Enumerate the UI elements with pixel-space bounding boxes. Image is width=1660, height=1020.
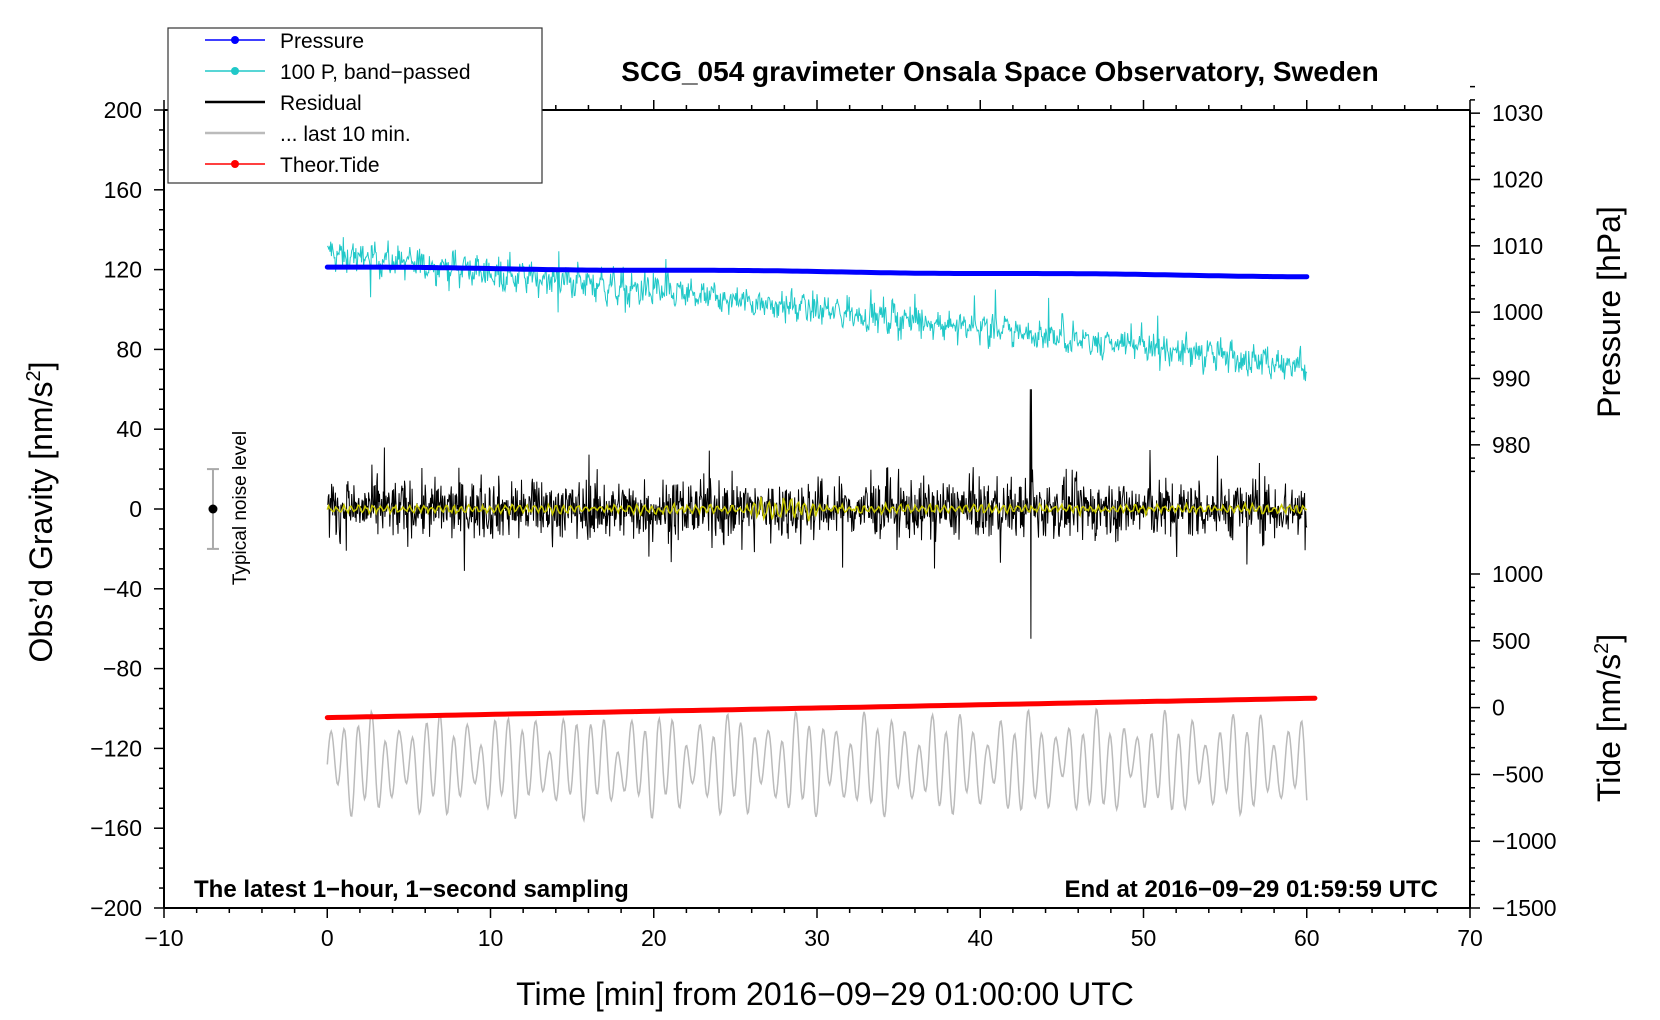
- tide-tick-label: 1000: [1492, 561, 1543, 587]
- y-left-tick-label: 160: [104, 177, 142, 203]
- tide-tick-label: −1500: [1492, 895, 1557, 921]
- y-axis-left-title: Obs’d Gravity [nm/s2]: [23, 362, 59, 663]
- y-left-tick-label: 200: [104, 97, 142, 123]
- series-theor-tide-line: [324, 695, 1318, 721]
- pressure-tick-label: 1000: [1492, 299, 1543, 325]
- y-left-tick-label: −80: [103, 656, 142, 682]
- tide-tick-label: 500: [1492, 628, 1530, 654]
- y-left-tick-label: −40: [103, 576, 142, 602]
- series-last-10-min-line: [326, 707, 1308, 823]
- x-tick-label: 0: [321, 925, 334, 951]
- pressure-tick-label: 980: [1492, 432, 1530, 458]
- y-left-tick-label: 80: [116, 336, 142, 362]
- x-tick-label: 30: [804, 925, 830, 951]
- y-axis-left-title-sup: 2: [23, 370, 45, 381]
- series-residual-smoothed-line: [326, 496, 1307, 522]
- legend-label-theor-tide: Theor.Tide: [280, 154, 380, 177]
- legend-item-last-10-min: ... last 10 min.: [205, 123, 411, 146]
- y-left-tick-label: −120: [90, 735, 142, 761]
- noise-level-label: Typical noise level: [230, 431, 251, 585]
- y-left-tick-label: 120: [104, 257, 142, 283]
- y-axis-tide-title-sup: 2: [1591, 643, 1613, 654]
- x-tick-label: −10: [144, 925, 183, 951]
- legend-marker-theor-tide: [231, 160, 239, 168]
- legend-label-last-10-min: ... last 10 min.: [280, 123, 411, 146]
- y-left-tick-label: −200: [90, 895, 142, 921]
- series-layer: [324, 237, 1318, 823]
- tide-tick-label: −500: [1492, 761, 1544, 787]
- legend-box: [167, 27, 543, 184]
- noise-level-indicator: [206, 468, 219, 550]
- legend-marker-band-passed: [231, 67, 239, 75]
- legend-marker-pressure: [231, 36, 239, 44]
- legend-item-band-passed: 100 P, band−passed: [205, 61, 471, 84]
- legend-label-pressure: Pressure: [280, 30, 364, 53]
- legend: Pressure 100 P, band−passed Residual ...…: [167, 27, 543, 184]
- legend-label-residual: Residual: [280, 92, 362, 115]
- pressure-tick-label: 1020: [1492, 167, 1543, 193]
- y-axis-tide-title-main: Tide [nm/s: [1591, 654, 1627, 802]
- annotation-sampling: The latest 1−hour, 1−second sampling: [194, 876, 629, 903]
- chart-title: SCG_054 gravimeter Onsala Space Observat…: [621, 56, 1378, 87]
- x-tick-label: 20: [641, 925, 667, 951]
- y-axis-left-title-end: ]: [23, 362, 59, 371]
- legend-label-band-passed: 100 P, band−passed: [280, 61, 471, 84]
- pressure-tick-label: 1010: [1492, 233, 1543, 259]
- x-axis-title: Time [min] from 2016−09−29 01:00:00 UTC: [516, 976, 1134, 1012]
- pressure-tick-label: 990: [1492, 366, 1530, 392]
- y-left-tick-label: 40: [116, 416, 142, 442]
- x-tick-label: 50: [1131, 925, 1157, 951]
- x-tick-label: 70: [1457, 925, 1483, 951]
- series-band-passed-line: [327, 237, 1308, 382]
- x-tick-label: 40: [967, 925, 993, 951]
- y-axis-tide-title-end: ]: [1591, 634, 1627, 643]
- axes-layer: −10 0 10 20 30 40 50 60 7020016012080400−40−80−1…: [90, 85, 1557, 951]
- legend-item-pressure: Pressure: [205, 30, 364, 53]
- y-axis-tide-title: Tide [nm/s2]: [1591, 634, 1627, 802]
- x-tick-label: 10: [478, 925, 504, 951]
- annotation-end-time: End at 2016−09−29 01:59:59 UTC: [1064, 876, 1438, 903]
- y-left-tick-label: 0: [129, 496, 142, 522]
- y-axis-pressure-title: Pressure [hPa]: [1591, 206, 1627, 418]
- y-axis-left-title-main: Obs’d Gravity [nm/s: [23, 382, 59, 663]
- x-tick-label: 60: [1294, 925, 1320, 951]
- series-pressure-line: [324, 264, 1310, 280]
- tide-tick-label: 0: [1492, 695, 1505, 721]
- legend-item-residual: Residual: [205, 92, 362, 115]
- pressure-tick-label: 1030: [1492, 100, 1543, 126]
- tide-tick-label: −1000: [1492, 828, 1557, 854]
- legend-item-theor-tide: Theor.Tide: [205, 154, 380, 177]
- noise-bar-center-dot: [208, 504, 218, 514]
- y-left-tick-label: −160: [90, 815, 142, 841]
